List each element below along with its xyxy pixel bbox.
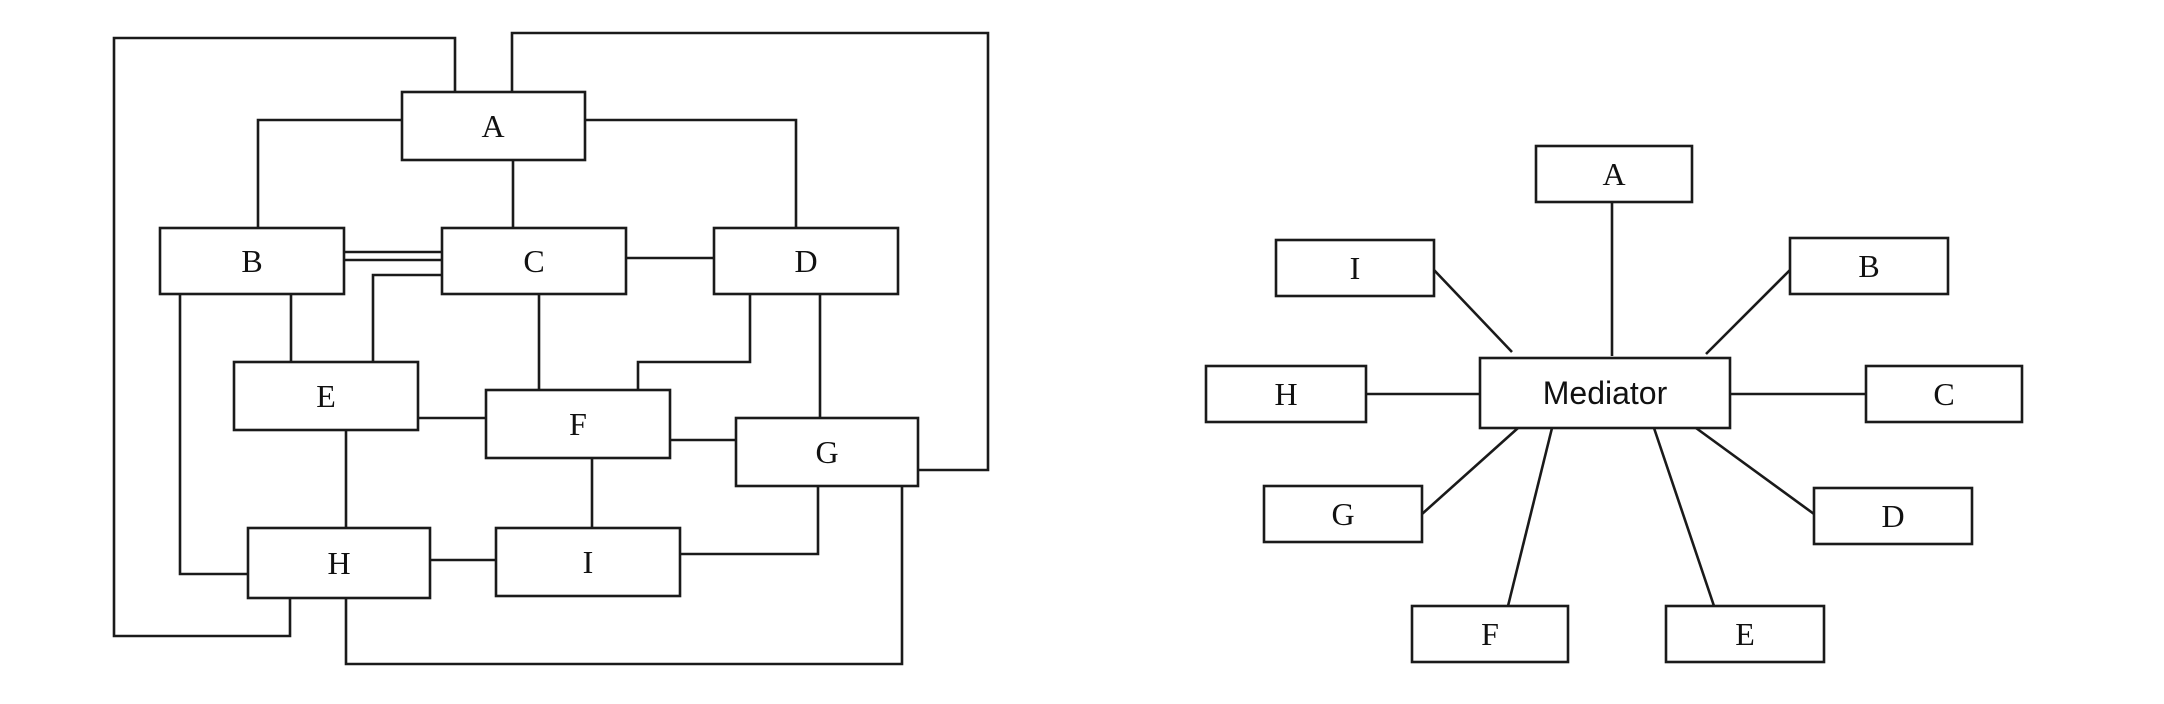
star-node-h-label: H	[1274, 376, 1297, 412]
spoke-e	[1652, 427, 1716, 607]
mediator-hub-label: Mediator	[1543, 375, 1668, 411]
star-node-c: C	[1864, 364, 2024, 424]
mesh-node-b-label: B	[241, 243, 262, 279]
mediator-spokes	[1366, 202, 1866, 607]
connector-g-i	[680, 486, 820, 556]
spoke-b	[1705, 269, 1791, 355]
connector-a-g-outer	[510, 31, 990, 472]
mesh-node-i: I	[494, 526, 682, 598]
mesh-node-c-label: C	[523, 243, 544, 279]
mesh-node-f-label: F	[569, 406, 587, 442]
mesh-node-d: D	[712, 226, 900, 296]
star-node-b: B	[1788, 236, 1950, 296]
star-node-i: I	[1274, 238, 1436, 298]
mesh-node-h-label: H	[327, 545, 350, 581]
mesh-node-a: A	[400, 90, 587, 162]
mesh-node-e: E	[232, 360, 420, 432]
star-node-a-label: A	[1602, 156, 1625, 192]
connector-d-f	[636, 294, 752, 390]
star-node-e: E	[1664, 604, 1826, 664]
star-node-c-label: C	[1933, 376, 1954, 412]
mesh-node-g: G	[734, 416, 920, 488]
mesh-node-a-label: A	[481, 108, 504, 144]
star-node-f: F	[1410, 604, 1570, 664]
mediator-hub: Mediator	[1478, 356, 1732, 430]
star-node-d-label: D	[1881, 498, 1904, 534]
mediator-diagram: Mediator A B C D E F G	[1204, 144, 2024, 664]
spoke-d	[1695, 426, 1815, 516]
connector-a-h-outer	[112, 36, 457, 638]
star-node-i-label: I	[1350, 250, 1361, 286]
mesh-diagram: A B C D E F G H	[112, 31, 990, 666]
mesh-node-g-label: G	[815, 434, 838, 470]
star-node-f-label: F	[1481, 616, 1499, 652]
connector-a-d	[585, 118, 798, 228]
connector-a-b	[256, 118, 402, 228]
mesh-node-b: B	[158, 226, 346, 296]
star-node-a: A	[1534, 144, 1694, 204]
star-node-b-label: B	[1858, 248, 1879, 284]
mesh-connectors	[112, 31, 990, 666]
mesh-node-h: H	[246, 526, 432, 600]
connector-h-g-bottom	[344, 486, 904, 666]
mesh-node-f: F	[484, 388, 672, 460]
connector-b-h	[178, 294, 248, 576]
spoke-f	[1506, 427, 1554, 607]
mesh-node-i-label: I	[583, 544, 594, 580]
spoke-i	[1433, 269, 1513, 353]
mesh-node-e-label: E	[316, 378, 336, 414]
star-node-g-label: G	[1331, 496, 1354, 532]
mesh-node-c: C	[440, 226, 628, 296]
connector-c-e	[371, 273, 442, 362]
mesh-node-d-label: D	[794, 243, 817, 279]
star-node-h: H	[1204, 364, 1368, 424]
star-node-e-label: E	[1735, 616, 1755, 652]
star-node-d: D	[1812, 486, 1974, 546]
star-node-g: G	[1262, 484, 1424, 544]
spoke-g	[1421, 427, 1519, 515]
